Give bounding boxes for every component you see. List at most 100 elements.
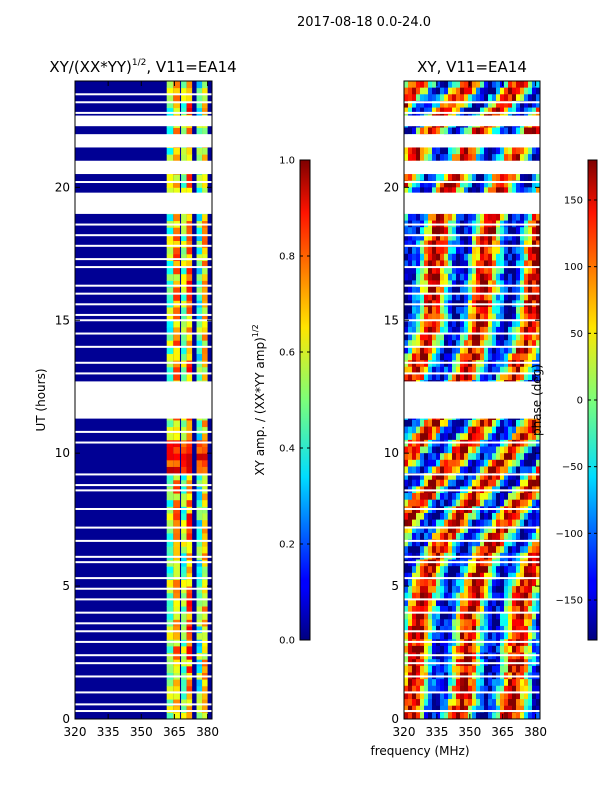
heatmap-cell <box>416 426 421 434</box>
heatmap-cell <box>412 81 417 89</box>
heatmap-cell <box>512 346 517 354</box>
flagged-line <box>404 611 540 614</box>
heatmap-cell <box>432 539 437 547</box>
heatmap-cell <box>186 373 193 381</box>
heatmap-cell <box>436 579 441 587</box>
heatmap-cell <box>173 453 180 461</box>
heatmap-cell <box>432 81 437 89</box>
heatmap-cell <box>460 539 465 547</box>
heatmap-cell <box>440 267 445 275</box>
heatmap-cell <box>464 546 469 554</box>
heatmap-cell <box>500 107 505 115</box>
heatmap-cell <box>464 154 469 162</box>
heatmap-cell <box>420 373 425 381</box>
heatmap-cell <box>504 260 509 268</box>
heatmap-cell <box>166 539 174 547</box>
heatmap-cell <box>460 273 465 281</box>
heatmap-cell <box>500 519 505 527</box>
heatmap-cell <box>496 366 501 374</box>
heatmap-cell <box>476 453 481 461</box>
heatmap-cell <box>508 240 513 248</box>
heatmap-cell <box>464 685 469 693</box>
heatmap-cell <box>484 459 489 467</box>
heatmap-cell <box>432 419 437 427</box>
heatmap-cell <box>444 685 449 693</box>
heatmap-cell <box>173 592 180 600</box>
heatmap-cell <box>166 632 174 640</box>
heatmap-cell <box>404 473 409 481</box>
heatmap-cell <box>504 426 509 434</box>
heatmap-cell <box>452 459 457 467</box>
heatmap-cell <box>536 586 540 594</box>
heatmap-cell <box>432 512 437 521</box>
heatmap-cell <box>468 320 473 328</box>
heatmap-cell <box>492 426 497 434</box>
heatmap-cell <box>456 632 461 640</box>
heatmap-cell <box>456 426 461 434</box>
heatmap-cell <box>424 287 429 295</box>
heatmap-cell <box>456 320 461 328</box>
heatmap-cell <box>480 612 485 620</box>
heatmap-cell <box>504 180 509 188</box>
heatmap-cell <box>202 625 208 634</box>
heatmap-cell <box>452 526 457 534</box>
heatmap-cell <box>520 273 525 281</box>
heatmap-cell <box>448 599 453 607</box>
heatmap-cell <box>444 512 449 521</box>
heatmap-cell <box>524 87 529 95</box>
flagged-line <box>404 662 540 665</box>
heatmap-cell <box>432 679 437 687</box>
heatmap-cell <box>484 87 489 95</box>
heatmap-cell <box>436 539 441 547</box>
heatmap-cell <box>428 313 433 321</box>
heatmap-cell <box>528 267 533 275</box>
heatmap-cell <box>416 579 421 587</box>
heatmap-cell <box>488 699 493 707</box>
heatmap-cell <box>492 512 497 521</box>
phase-colorbar-label: phase (deg) <box>530 364 544 436</box>
heatmap-cell <box>416 326 421 334</box>
heatmap-cell <box>476 81 481 89</box>
heatmap-cell <box>196 685 203 693</box>
heatmap-cell <box>524 320 529 328</box>
heatmap-cell <box>420 519 425 527</box>
heatmap-cell <box>500 546 505 554</box>
heatmap-cell <box>404 373 409 381</box>
heatmap-cell <box>516 493 521 501</box>
heatmap-cell <box>196 592 203 600</box>
left-title-main: XY/(XX*YY) <box>49 58 132 76</box>
heatmap-cell <box>448 459 453 467</box>
heatmap-cell <box>496 87 501 95</box>
heatmap-cell <box>528 273 533 281</box>
heatmap-cell <box>536 612 540 620</box>
heatmap-cell <box>488 599 493 607</box>
heatmap-cell <box>524 313 529 321</box>
heatmap-cell <box>436 87 441 95</box>
heatmap-cell <box>476 187 481 195</box>
heatmap-cell <box>464 459 469 467</box>
heatmap-cell <box>468 586 473 594</box>
heatmap-cell <box>456 340 461 348</box>
heatmap-cell <box>412 346 417 354</box>
heatmap-cell <box>460 433 465 441</box>
heatmap-cell <box>440 665 445 673</box>
heatmap-cell <box>173 227 180 235</box>
heatmap-cell <box>186 453 193 461</box>
heatmap-cell <box>456 267 461 275</box>
heatmap-cell <box>452 433 457 441</box>
heatmap-cell <box>460 353 465 361</box>
heatmap-cell <box>524 493 529 501</box>
heatmap-cell <box>488 586 493 594</box>
heatmap-cell <box>512 340 517 348</box>
heatmap-cell <box>202 346 208 354</box>
heatmap-cell <box>468 645 473 653</box>
heatmap-cell <box>516 586 521 594</box>
heatmap-cell <box>456 346 461 354</box>
heatmap-cell <box>181 705 187 713</box>
heatmap-cell <box>468 539 473 547</box>
heatmap-cell <box>532 433 537 441</box>
heatmap-cell <box>181 625 187 634</box>
heatmap-cell <box>508 699 513 707</box>
heatmap-cell <box>476 473 481 481</box>
heatmap-cell <box>500 187 505 195</box>
